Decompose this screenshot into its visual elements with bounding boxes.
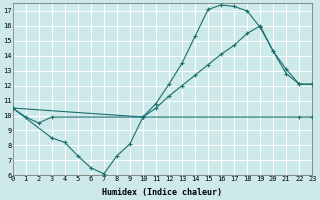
X-axis label: Humidex (Indice chaleur): Humidex (Indice chaleur) — [102, 188, 222, 197]
